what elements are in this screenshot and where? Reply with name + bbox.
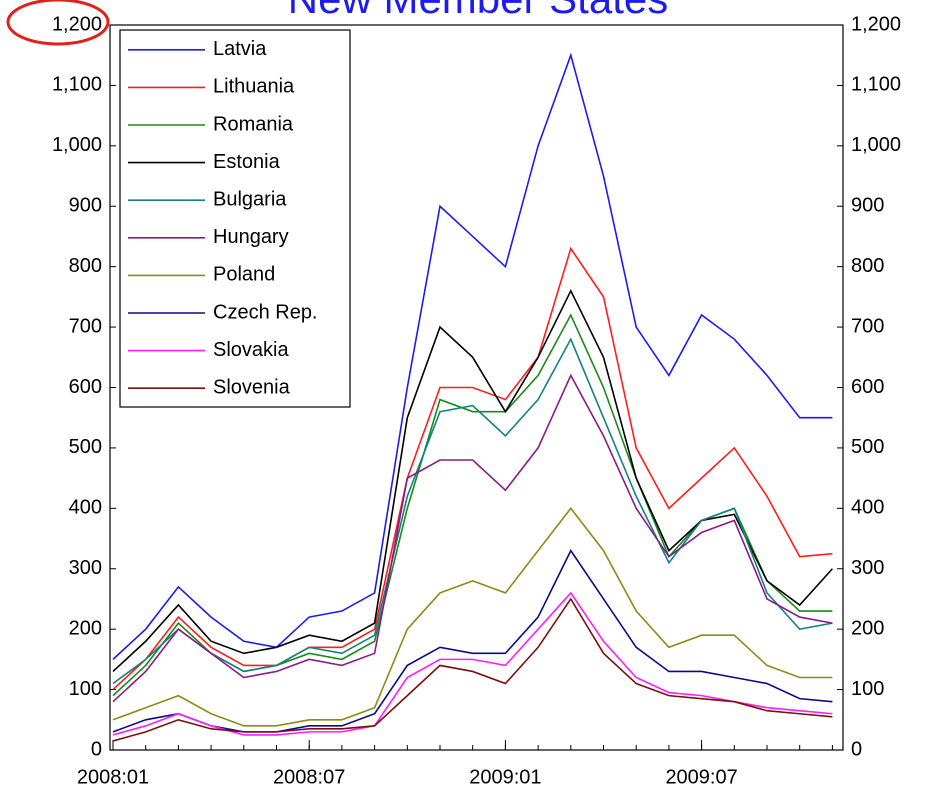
y-tick-label: 800 (69, 255, 102, 277)
y-tick-label: 1,200 (52, 13, 102, 35)
y2-tick-label: 400 (851, 497, 884, 519)
y2-tick-label: 100 (851, 678, 884, 700)
legend-label: Romania (213, 113, 294, 135)
y2-tick-label: 900 (851, 195, 884, 217)
y2-tick-label: 600 (851, 376, 884, 398)
highlight-circle (6, 0, 110, 46)
series-line (112, 373, 833, 703)
series-line (112, 591, 833, 736)
y2-tick-label: 700 (851, 315, 884, 337)
y-tick-label: 300 (69, 557, 102, 579)
legend-label: Latvia (213, 38, 267, 60)
y2-tick-label: 500 (851, 436, 884, 458)
legend-label: Slovenia (213, 376, 291, 398)
legend-label: Estonia (213, 151, 281, 173)
y-tick-label: 1,100 (52, 74, 102, 96)
series-line (112, 337, 833, 685)
chart-title: New Member States (288, 0, 668, 22)
legend-label: Lithuania (213, 76, 295, 98)
y-tick-label: 400 (69, 497, 102, 519)
legend-label: Bulgaria (213, 188, 287, 210)
y-tick-label: 1,000 (52, 134, 102, 156)
series-line (112, 246, 833, 691)
y-tick-label: 200 (69, 617, 102, 639)
y-tick-label: 700 (69, 315, 102, 337)
x-tick-label: 2009:07 (665, 766, 737, 788)
series-line (112, 52, 833, 660)
legend-box (119, 29, 351, 408)
y-tick-label: 600 (69, 376, 102, 398)
series-line (112, 289, 833, 673)
y2-tick-label: 800 (851, 255, 884, 277)
x-tick-label: 2008:01 (77, 766, 149, 788)
legend-label: Czech Rep. (213, 301, 318, 323)
y2-tick-label: 1,000 (851, 134, 901, 156)
series-line (112, 507, 833, 727)
y2-tick-label: 1,200 (851, 13, 901, 35)
x-tick-label: 2009:01 (469, 766, 541, 788)
legend-label: Hungary (213, 226, 289, 248)
y2-tick-label: 300 (851, 557, 884, 579)
legend-label: Slovakia (213, 339, 289, 361)
x-tick-label: 2008:07 (273, 766, 345, 788)
series-line (112, 597, 833, 742)
y-tick-label: 900 (69, 195, 102, 217)
legend-label: Poland (213, 264, 275, 286)
y-tick-label: 500 (69, 436, 102, 458)
y2-tick-label: 0 (851, 738, 862, 760)
y2-tick-label: 1,100 (851, 74, 901, 96)
y-tick-label: 0 (91, 738, 102, 760)
y-tick-label: 100 (69, 678, 102, 700)
y2-tick-label: 200 (851, 617, 884, 639)
series-line (112, 549, 833, 733)
